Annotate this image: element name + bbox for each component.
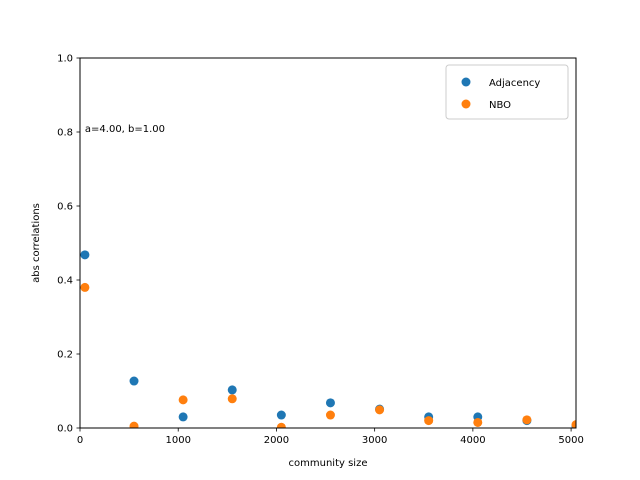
y-tick-label: 1.0 — [57, 54, 73, 65]
y-tick-label: 0.8 — [57, 128, 73, 139]
point-nbo — [178, 395, 188, 405]
point-nbo — [325, 410, 335, 420]
y-axis: 0.0 0.2 0.4 0.6 0.8 1.0 — [57, 54, 80, 435]
point-nbo — [571, 420, 576, 428]
point-nbo — [129, 421, 139, 428]
point-nbo — [276, 422, 286, 428]
x-tick-label: 4000 — [460, 435, 485, 446]
legend-box — [445, 64, 569, 120]
point-adjacency — [276, 410, 286, 420]
x-tick-label: 0 — [77, 435, 83, 446]
y-tick-label: 0.0 — [57, 424, 73, 435]
point-nbo — [522, 415, 532, 425]
legend: Adjacency NBO — [445, 64, 569, 120]
legend-label-nbo: NBO — [489, 100, 511, 111]
point-adjacency — [227, 385, 237, 395]
x-axis-label: community size — [289, 458, 368, 469]
x-axis: 0 1000 2000 3000 4000 5000 — [77, 428, 584, 446]
legend-marker-adjacency — [461, 77, 471, 87]
point-adjacency — [80, 250, 90, 260]
y-tick-label: 0.4 — [57, 276, 73, 287]
legend-marker-nbo — [461, 99, 471, 109]
x-tick-label: 3000 — [362, 435, 387, 446]
point-nbo — [473, 417, 483, 427]
data-points — [80, 250, 576, 428]
annotation-text: a=4.00, b=1.00 — [85, 124, 165, 135]
point-adjacency — [325, 398, 335, 408]
plot-frame — [79, 57, 577, 429]
point-nbo — [80, 282, 90, 292]
point-nbo — [424, 416, 434, 426]
point-adjacency — [178, 412, 188, 422]
x-tick-label: 2000 — [264, 435, 289, 446]
y-axis-label: abs correlations — [31, 203, 42, 283]
point-nbo — [227, 394, 237, 404]
x-tick-label: 5000 — [558, 435, 583, 446]
y-tick-label: 0.2 — [57, 350, 73, 361]
y-tick-label: 0.6 — [57, 202, 73, 213]
legend-label-adjacency: Adjacency — [489, 78, 540, 89]
point-nbo — [375, 405, 385, 415]
x-tick-label: 1000 — [165, 435, 190, 446]
point-adjacency — [129, 376, 139, 386]
